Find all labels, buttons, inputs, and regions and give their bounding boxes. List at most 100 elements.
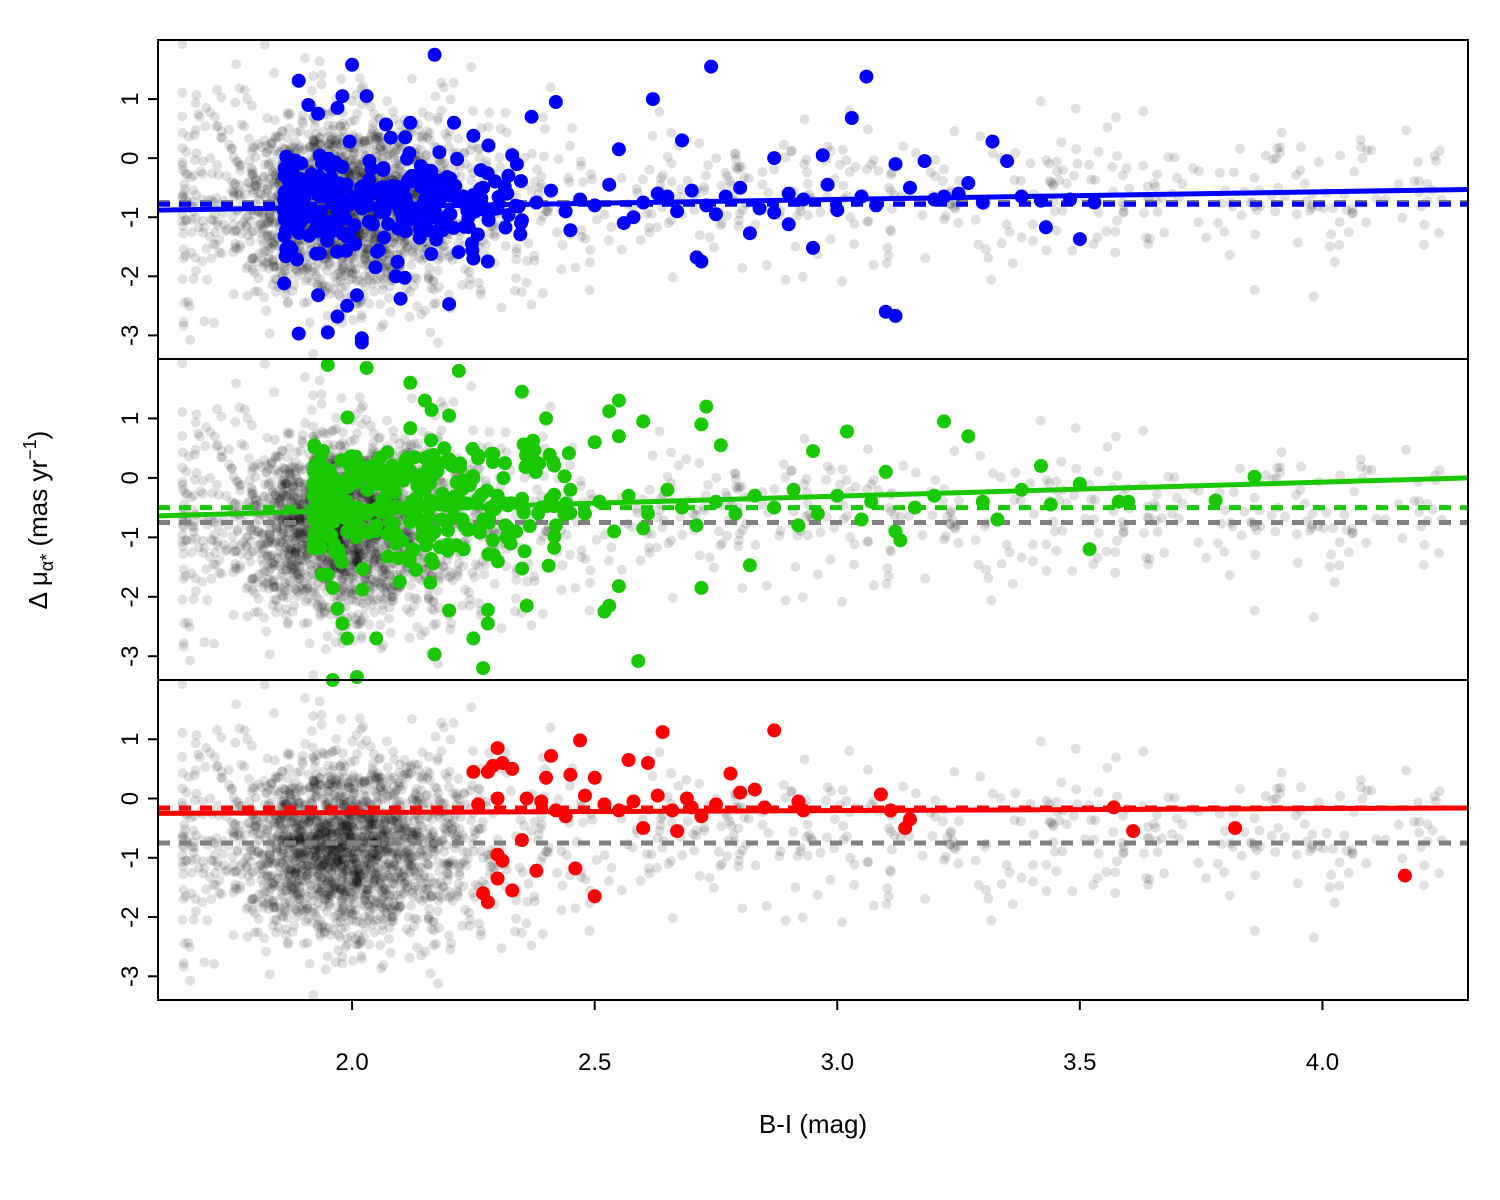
background-point bbox=[308, 669, 319, 680]
background-point bbox=[351, 619, 362, 630]
background-point bbox=[186, 247, 197, 258]
background-point bbox=[260, 258, 270, 269]
background-point bbox=[248, 209, 259, 220]
background-point bbox=[308, 135, 319, 146]
background-point bbox=[947, 514, 958, 525]
background-point bbox=[277, 590, 288, 601]
background-point bbox=[305, 142, 315, 153]
background-point bbox=[1112, 215, 1122, 226]
background-point bbox=[316, 602, 327, 613]
background-point bbox=[385, 150, 396, 161]
background-point bbox=[360, 281, 371, 292]
background-point bbox=[837, 276, 848, 287]
background-point bbox=[294, 512, 305, 523]
background-point bbox=[466, 381, 477, 392]
background-point bbox=[291, 542, 302, 553]
background-point bbox=[235, 243, 245, 254]
background-point bbox=[737, 204, 748, 215]
background-point bbox=[578, 177, 589, 187]
background-point bbox=[289, 543, 300, 554]
background-point bbox=[647, 450, 658, 461]
background-point bbox=[701, 170, 711, 181]
background-point bbox=[1219, 546, 1230, 557]
background-point bbox=[241, 212, 252, 223]
background-point bbox=[383, 292, 394, 303]
background-point bbox=[266, 243, 277, 254]
background-point bbox=[263, 158, 274, 169]
background-point bbox=[295, 126, 306, 137]
background-point bbox=[430, 91, 441, 102]
background-point bbox=[1296, 141, 1307, 152]
background-point bbox=[282, 298, 293, 309]
background-point bbox=[325, 256, 335, 267]
background-point bbox=[470, 559, 481, 570]
background-point bbox=[423, 273, 434, 284]
background-point bbox=[1041, 245, 1052, 256]
background-point bbox=[231, 156, 242, 167]
background-point bbox=[722, 171, 733, 182]
background-point bbox=[299, 265, 310, 276]
background-point bbox=[250, 181, 261, 192]
background-point bbox=[228, 567, 239, 578]
background-point bbox=[275, 587, 286, 598]
background-point bbox=[243, 260, 254, 271]
background-point bbox=[1347, 524, 1358, 535]
background-point bbox=[866, 159, 877, 170]
background-point bbox=[420, 305, 431, 316]
background-point bbox=[556, 584, 567, 595]
background-point bbox=[1071, 463, 1082, 474]
background-point bbox=[284, 469, 295, 480]
background-point bbox=[231, 476, 242, 486]
background-point bbox=[272, 553, 283, 563]
background-point bbox=[344, 266, 355, 277]
background-point bbox=[279, 585, 290, 596]
background-point bbox=[375, 619, 386, 630]
background-point bbox=[180, 250, 191, 261]
background-point bbox=[925, 167, 936, 178]
background-point bbox=[177, 39, 188, 50]
background-point bbox=[1044, 158, 1055, 169]
background-point bbox=[452, 565, 463, 576]
background-point bbox=[384, 249, 395, 260]
background-point bbox=[274, 560, 285, 571]
background-point bbox=[780, 274, 791, 285]
background-point bbox=[479, 569, 490, 580]
background-point bbox=[422, 126, 433, 136]
background-point bbox=[191, 586, 201, 597]
background-point bbox=[882, 242, 893, 253]
background-point bbox=[262, 257, 273, 268]
background-point bbox=[356, 630, 367, 641]
background-point bbox=[335, 121, 346, 132]
background-point bbox=[868, 475, 879, 485]
background-point bbox=[1393, 179, 1404, 190]
background-point bbox=[496, 623, 507, 634]
background-point bbox=[354, 595, 365, 606]
background-point bbox=[194, 111, 205, 122]
background-point bbox=[444, 572, 455, 583]
background-point bbox=[632, 507, 643, 518]
background-point bbox=[394, 164, 404, 175]
background-point bbox=[261, 188, 272, 198]
background-point bbox=[1236, 210, 1247, 221]
background-point bbox=[294, 515, 305, 526]
background-point bbox=[720, 167, 731, 178]
background-point bbox=[347, 267, 357, 278]
background-point bbox=[259, 39, 270, 50]
background-point bbox=[1051, 156, 1062, 167]
background-point bbox=[375, 132, 386, 143]
background-point bbox=[930, 171, 941, 182]
background-point bbox=[284, 488, 295, 499]
background-point bbox=[296, 540, 307, 550]
background-point bbox=[269, 387, 280, 398]
background-point bbox=[187, 227, 197, 238]
background-point bbox=[1251, 205, 1262, 215]
background-point bbox=[364, 298, 375, 309]
background-point bbox=[369, 286, 380, 297]
background-point bbox=[255, 189, 266, 200]
background-point bbox=[262, 183, 273, 194]
background-point bbox=[212, 160, 223, 171]
background-point bbox=[179, 297, 190, 308]
background-point bbox=[261, 305, 272, 316]
background-point bbox=[205, 107, 216, 118]
